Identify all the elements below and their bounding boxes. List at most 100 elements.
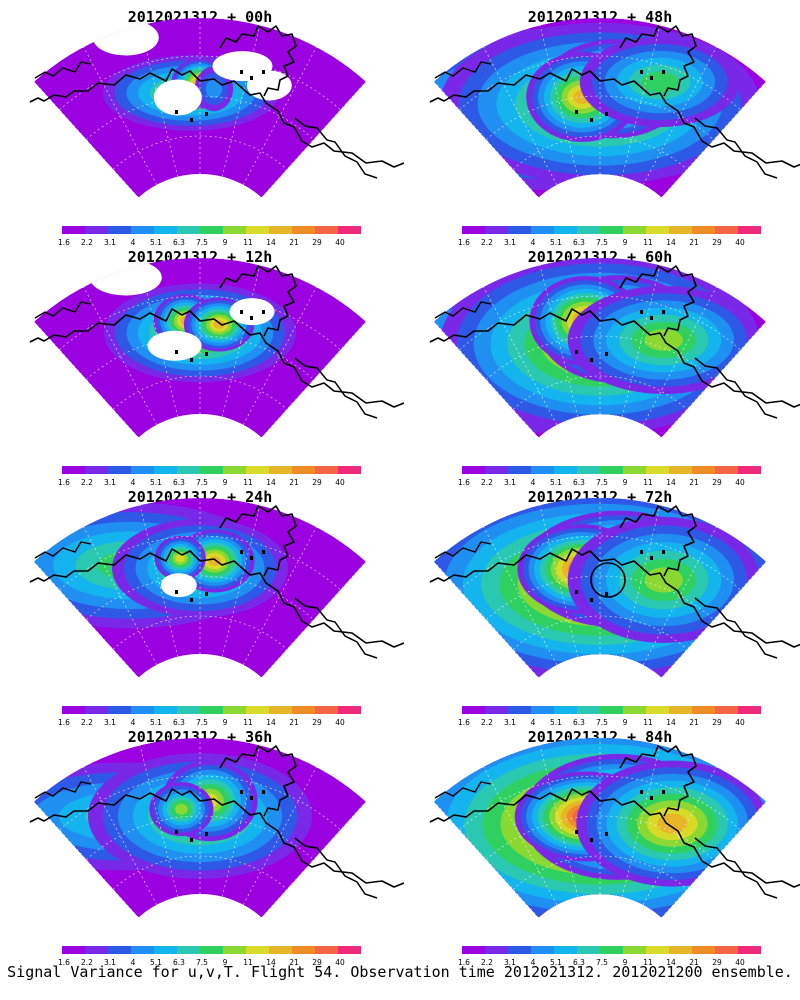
colorbar-tick-label: 4 (531, 958, 536, 967)
colorbar-tick-label: 2.2 (81, 238, 93, 247)
colorbar-swatch (177, 466, 200, 474)
colorbar-swatch (646, 466, 669, 474)
colorbar-tick-label: 7.5 (196, 238, 208, 247)
colorbar-swatch (85, 706, 108, 714)
colorbar-swatch (62, 706, 85, 714)
colorbar-tick-label: 2.2 (481, 718, 493, 727)
colorbar-tick-label: 2.2 (81, 958, 93, 967)
colorbar-tick-label: 11 (243, 478, 253, 487)
colorbar-swatch (646, 946, 669, 954)
colorbar-tick-label: 6.3 (573, 478, 585, 487)
colorbar-swatch (692, 946, 715, 954)
graticule (433, 18, 767, 198)
colorbar-swatch (669, 226, 692, 234)
colorbar: 1.6 2.2 3.1 4 5.1 6.3 7.5 9 11 14 21 29 40 (458, 946, 761, 967)
colorbar-swatch (108, 466, 131, 474)
colorbar-swatch (485, 466, 508, 474)
highlight-circle (590, 562, 626, 598)
coastline (29, 25, 405, 179)
colorbar: 1.6 2.2 3.1 4 5.1 6.3 7.5 9 11 14 21 29 40 (458, 466, 761, 487)
colorbar-tick-label: 14 (266, 478, 276, 487)
colorbar-tick-label: 5.1 (550, 718, 562, 727)
colorbar-tick-label: 29 (712, 718, 722, 727)
colorbar-tick-label: 40 (335, 238, 345, 247)
colorbar-tick-label: 40 (735, 958, 745, 967)
colorbar-swatch (485, 946, 508, 954)
graticule (33, 258, 367, 438)
colorbar-tick-label: 5.1 (550, 478, 562, 487)
colorbar-swatch (200, 226, 223, 234)
colorbar-tick-label: 21 (689, 718, 699, 727)
coastline (29, 745, 405, 899)
colorbar-tick-label: 1.6 (58, 718, 70, 727)
colorbar-swatch (508, 946, 531, 954)
colorbar-swatch (462, 706, 485, 714)
colorbar-swatch (131, 466, 154, 474)
colorbar-swatch (85, 226, 108, 234)
colorbar-tick-label: 3.1 (504, 718, 516, 727)
colorbar-swatch (554, 226, 577, 234)
colorbar-swatch (508, 226, 531, 234)
colorbar-tick-label: 6.3 (573, 238, 585, 247)
colorbar-swatch (246, 226, 269, 234)
colorbar-tick-label: 2.2 (481, 478, 493, 487)
colorbar-swatch (154, 706, 177, 714)
colorbar-tick-label: 1.6 (58, 478, 70, 487)
colorbar-tick-label: 7.5 (196, 718, 208, 727)
contour-level-9 (213, 320, 225, 329)
colorbar-swatch (131, 706, 154, 714)
colorbar-swatch (462, 226, 485, 234)
graticule (433, 738, 767, 918)
colorbar-swatch (223, 466, 246, 474)
colorbar-tick-label: 6.3 (573, 958, 585, 967)
colorbar-swatch (154, 946, 177, 954)
colorbar-swatch (62, 466, 85, 474)
variance-field (34, 17, 366, 198)
colorbar-tick-label: 9 (223, 958, 228, 967)
contour-level-9 (208, 555, 221, 566)
colorbar-tick-label: 4 (131, 718, 136, 727)
colorbar-swatch (577, 946, 600, 954)
missing-data-patch (160, 573, 197, 598)
colorbar-tick-label: 6.3 (173, 718, 185, 727)
colorbar-swatch (623, 466, 646, 474)
figure-caption: Signal Variance for u,v,T. Flight 54. Ob… (7, 963, 793, 981)
colorbar-swatch (485, 706, 508, 714)
missing-data-patch (229, 298, 275, 326)
colorbar-tick-label: 1.6 (458, 478, 470, 487)
colorbar-swatch (623, 226, 646, 234)
colorbar-tick-label: 1.6 (458, 718, 470, 727)
colorbar-swatch (315, 946, 338, 954)
colorbar-swatch (177, 226, 200, 234)
colorbar-tick-label: 9 (623, 958, 628, 967)
variance-field (434, 257, 766, 438)
graticule (33, 738, 367, 918)
colorbar-tick-label: 2.2 (81, 478, 93, 487)
colorbar-swatch (223, 706, 246, 714)
colorbar-tick-label: 5.1 (150, 718, 162, 727)
colorbar-tick-label: 11 (643, 958, 653, 967)
colorbar-swatch (269, 466, 292, 474)
colorbar-tick-label: 11 (243, 718, 253, 727)
colorbar-tick-label: 7.5 (196, 478, 208, 487)
colorbar-tick-label: 29 (312, 238, 322, 247)
colorbar-tick-label: 14 (666, 238, 676, 247)
colorbar-swatch (315, 466, 338, 474)
variance-field (434, 498, 766, 678)
colorbar-tick-label: 14 (666, 478, 676, 487)
colorbar-swatch (738, 466, 761, 474)
colorbar-swatch (154, 466, 177, 474)
colorbar-swatch (738, 226, 761, 234)
coastline (429, 265, 800, 419)
colorbar-tick-label: 14 (266, 958, 276, 967)
colorbar-tick-label: 9 (223, 478, 228, 487)
colorbar-swatch (200, 946, 223, 954)
colorbar-tick-label: 4 (131, 238, 136, 247)
colorbar-tick-label: 4 (531, 718, 536, 727)
graticule (33, 498, 367, 678)
